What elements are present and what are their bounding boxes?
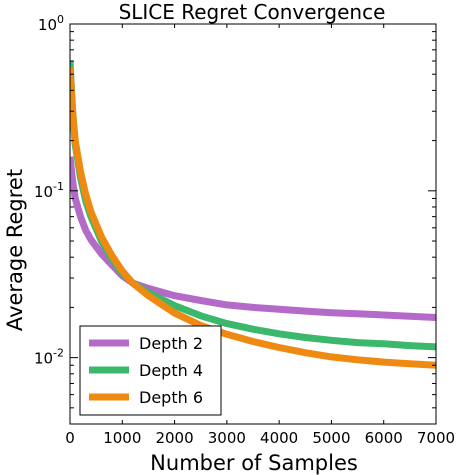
x-tick-label: 7000 (417, 429, 455, 447)
x-tick-label: 3000 (208, 429, 246, 447)
legend-label: Depth 4 (139, 361, 203, 380)
y-tick-label: 100 (38, 13, 64, 34)
x-tick-label: 0 (65, 429, 75, 447)
x-tick-label: 2000 (155, 429, 193, 447)
axis-ticks: 0 1000 2000 3000 4000 5000 6000 7000 100 10-1 10-2 (34, 13, 455, 447)
legend-label: Depth 2 (139, 334, 203, 353)
plot-area (70, 60, 436, 369)
legend-label: Depth 6 (139, 388, 203, 407)
x-tick-label: 1000 (103, 429, 141, 447)
legend: Depth 2 Depth 4 Depth 6 (79, 325, 222, 416)
x-tick-label: 4000 (260, 429, 298, 447)
series-line-1 (70, 156, 436, 321)
series-line-3 (70, 67, 436, 369)
y-tick-label: 10-2 (34, 347, 64, 368)
y-axis-label: Average Regret (3, 169, 27, 331)
y-tick-label: 10-1 (34, 180, 64, 201)
x-axis-label: Number of Samples (150, 451, 358, 475)
x-tick-label: 5000 (312, 429, 350, 447)
plot-frame (69, 23, 437, 425)
chart-title: SLICE Regret Convergence (119, 0, 386, 24)
x-tick-label: 6000 (365, 429, 403, 447)
